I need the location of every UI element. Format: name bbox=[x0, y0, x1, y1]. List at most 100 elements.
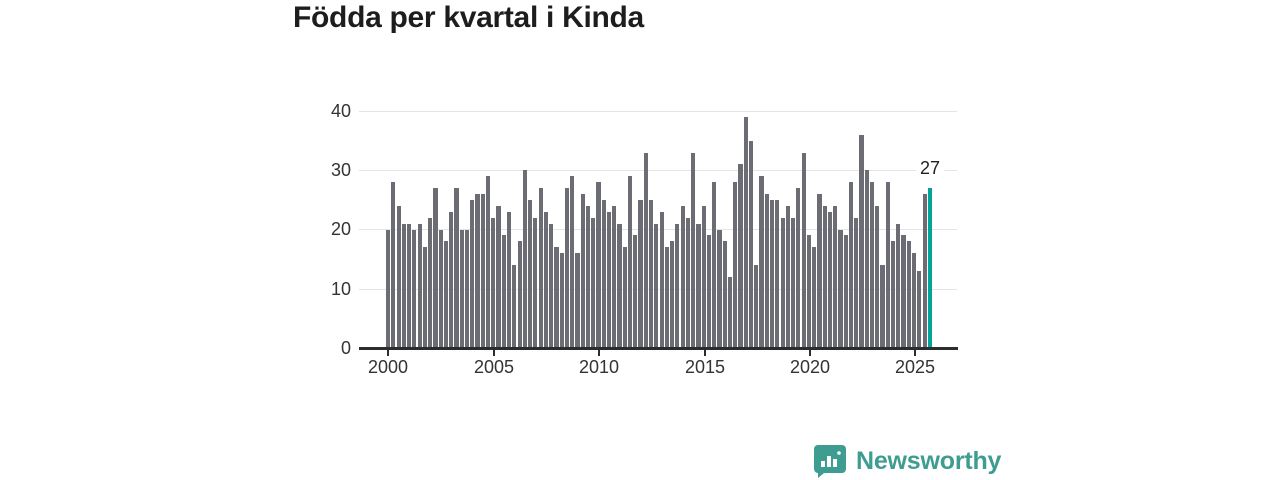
bar bbox=[659, 211, 664, 348]
bar bbox=[591, 217, 596, 348]
bar bbox=[475, 194, 480, 348]
x-axis-tick-label: 2010 bbox=[578, 357, 620, 377]
bar bbox=[464, 229, 470, 348]
bar bbox=[780, 217, 785, 348]
bar bbox=[559, 253, 564, 348]
plot-area bbox=[386, 111, 936, 348]
bar bbox=[785, 205, 790, 348]
x-axis-tick bbox=[598, 350, 600, 356]
bar bbox=[396, 205, 401, 348]
bar bbox=[838, 229, 843, 348]
bar bbox=[470, 199, 475, 348]
bar bbox=[917, 271, 922, 348]
bar bbox=[654, 223, 659, 348]
bar bbox=[827, 211, 833, 348]
highlighted-bar bbox=[927, 188, 932, 348]
bar bbox=[922, 194, 927, 348]
x-axis-tick-label: 2025 bbox=[894, 357, 936, 377]
bar bbox=[643, 152, 648, 348]
bar bbox=[854, 217, 859, 348]
bar bbox=[812, 247, 817, 348]
y-axis-tick-label: 30 bbox=[330, 160, 351, 180]
bar bbox=[480, 194, 485, 348]
bar bbox=[401, 223, 406, 348]
bar bbox=[585, 205, 591, 348]
bar bbox=[391, 182, 396, 348]
bar bbox=[528, 199, 533, 348]
bar bbox=[649, 199, 654, 348]
bar bbox=[617, 223, 622, 348]
bar bbox=[570, 176, 575, 348]
x-axis-tick bbox=[493, 350, 495, 356]
bar bbox=[843, 235, 848, 348]
bar bbox=[596, 182, 601, 348]
bar bbox=[522, 170, 527, 348]
bar bbox=[896, 223, 901, 348]
bar bbox=[822, 205, 827, 348]
bar bbox=[575, 253, 580, 348]
bar bbox=[543, 211, 548, 348]
bar bbox=[864, 170, 869, 348]
bar bbox=[738, 164, 743, 348]
bar bbox=[638, 199, 643, 348]
chart-title: Födda per kvartal i Kinda bbox=[293, 1, 644, 34]
bar bbox=[775, 199, 780, 348]
bar bbox=[717, 229, 722, 348]
bar bbox=[627, 176, 633, 348]
bar bbox=[722, 241, 727, 348]
last-value-data-label: 27 bbox=[915, 158, 945, 178]
bar bbox=[748, 140, 754, 348]
bar bbox=[501, 235, 506, 348]
bar bbox=[496, 205, 501, 348]
bar bbox=[769, 199, 775, 348]
bar bbox=[428, 217, 433, 348]
bar bbox=[485, 176, 491, 348]
bar bbox=[517, 241, 522, 348]
newsworthy-logo[interactable]: Newsworthy bbox=[813, 444, 1001, 478]
bar bbox=[759, 176, 764, 348]
bar bbox=[601, 199, 606, 348]
newsworthy-chart-bubble-icon bbox=[813, 444, 847, 478]
gridline-40 bbox=[359, 111, 957, 112]
bar bbox=[433, 188, 438, 348]
y-axis-tick-label: 40 bbox=[330, 101, 351, 121]
y-axis-tick-label: 10 bbox=[330, 279, 351, 299]
bar bbox=[407, 223, 412, 348]
bar bbox=[885, 182, 890, 348]
bar bbox=[512, 265, 517, 348]
bar bbox=[670, 241, 675, 348]
bar bbox=[422, 247, 427, 348]
bar bbox=[680, 205, 685, 348]
bar bbox=[859, 134, 864, 348]
bar bbox=[675, 223, 680, 348]
bar bbox=[890, 241, 896, 348]
bar bbox=[901, 235, 906, 348]
x-axis-tick-label: 2000 bbox=[367, 357, 409, 377]
bar bbox=[706, 235, 712, 348]
x-axis-tick bbox=[704, 350, 706, 356]
bar bbox=[801, 152, 806, 348]
bar bbox=[554, 247, 559, 348]
bar bbox=[506, 211, 512, 348]
bar bbox=[733, 182, 738, 348]
y-axis-tick-label: 20 bbox=[330, 219, 351, 239]
bar bbox=[612, 205, 617, 348]
x-axis-tick bbox=[914, 350, 916, 356]
x-axis-tick bbox=[809, 350, 811, 356]
bar bbox=[580, 194, 585, 348]
bar bbox=[449, 211, 454, 348]
bar bbox=[906, 241, 911, 348]
bar bbox=[817, 194, 822, 348]
bar bbox=[880, 265, 885, 348]
bar bbox=[633, 235, 638, 348]
bar bbox=[417, 223, 422, 348]
bar bbox=[764, 194, 769, 348]
bar bbox=[701, 205, 706, 348]
x-axis-tick-label: 2015 bbox=[684, 357, 726, 377]
bar bbox=[848, 182, 854, 348]
newsworthy-wordmark: Newsworthy bbox=[856, 446, 1002, 475]
bar bbox=[743, 116, 748, 348]
bar bbox=[791, 217, 796, 348]
bar bbox=[454, 188, 459, 348]
bar bbox=[438, 229, 443, 348]
